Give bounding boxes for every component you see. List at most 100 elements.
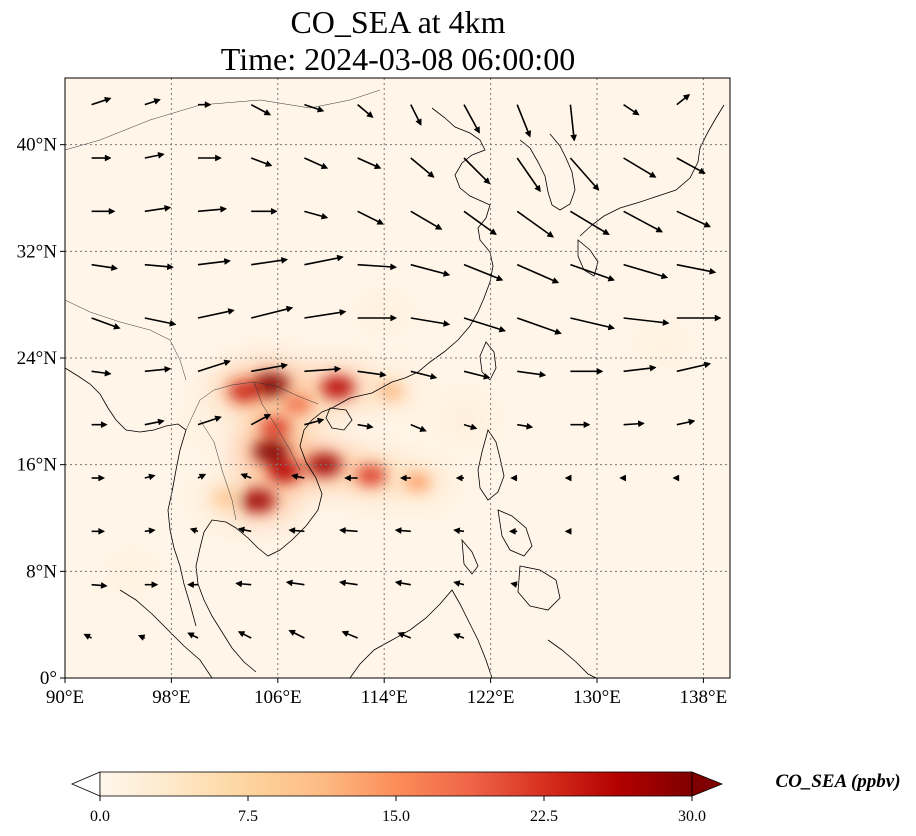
wind-arrow-shaft	[410, 210, 438, 228]
concentration-hotspot	[320, 376, 355, 399]
wind-arrow-shaft	[463, 104, 478, 129]
wind-arrow-shaft	[251, 259, 282, 266]
wind-arrow-shaft	[569, 157, 596, 187]
concentration-hotspot	[259, 416, 291, 438]
colorbar-gradient	[99, 771, 693, 797]
wind-arrow-shaft	[516, 263, 554, 282]
wind-arrow-shaft	[144, 100, 155, 106]
wind-arrow-head	[607, 274, 616, 282]
wind-arrow-shaft	[570, 317, 609, 328]
colorbar: 0.0 7.5 15.0 22.5 30.0 CO_SEA (ppbv)	[70, 771, 901, 825]
wind-arrow-shaft	[357, 263, 391, 268]
wind-arrow-head	[596, 367, 604, 375]
concentration-hotspot	[307, 453, 342, 477]
wind-arrow-head	[108, 207, 116, 215]
wind-arrow-head	[148, 473, 156, 481]
wind-arrow-shaft	[463, 157, 487, 181]
wind-arrow-head	[394, 579, 402, 587]
wind-arrow-head	[592, 183, 600, 191]
coastline-bengal	[65, 367, 187, 433]
wind-arrow-shaft	[676, 421, 690, 426]
wind-arrow-shaft	[459, 582, 465, 586]
wind-arrow-shaft	[403, 634, 412, 639]
coastline-sumatra	[119, 589, 213, 678]
wind-arrow-head	[366, 111, 374, 119]
wind-arrow-shaft	[357, 423, 368, 428]
wind-arrow-head	[237, 631, 246, 638]
coastline-myanmar	[167, 429, 197, 627]
wind-arrow-head	[220, 205, 228, 213]
lat-tick-label: 24°N	[17, 348, 58, 369]
wind-arrow-head	[280, 256, 289, 264]
coastline-hainan	[325, 407, 353, 431]
wind-arrow-shaft	[251, 308, 288, 319]
longitude-ticks: 90°E 98°E 106°E 114°E 122°E 130°E 138°E	[46, 678, 727, 708]
wind-arrow-shaft	[144, 476, 150, 479]
wind-arrow-head	[583, 421, 591, 429]
wind-arrow-shaft	[294, 529, 305, 533]
wind-arrow-head	[602, 228, 610, 236]
wind-arrow-shaft	[357, 157, 376, 167]
wind-arrow-shaft	[144, 263, 168, 268]
wind-arrow-head	[187, 632, 195, 639]
wind-arrow-shaft	[357, 370, 381, 376]
wind-arrow-head	[164, 204, 172, 212]
wind-arrow-head	[709, 267, 717, 275]
wind-arrow-shaft	[250, 416, 266, 426]
wind-arrow-shaft	[676, 157, 701, 172]
concentration-haze	[358, 295, 410, 327]
wind-arrow-head	[442, 270, 451, 277]
wind-arrow-head	[473, 126, 480, 134]
coastline-borneo	[349, 589, 493, 678]
concentration-haze	[638, 329, 689, 360]
wind-arrow-head	[390, 263, 398, 271]
wind-arrow-shaft	[676, 97, 686, 106]
wind-arrow-head	[148, 527, 156, 535]
wind-arrow-head	[110, 264, 119, 272]
coastline-layer	[65, 104, 725, 678]
wind-arrow-shaft	[463, 317, 501, 330]
figure-title: CO_SEA at 4km	[290, 4, 505, 40]
wind-arrow-shaft	[250, 157, 267, 165]
latitude-ticks: 0° 8°N 16°N 24°N 32°N 40°N	[17, 135, 65, 689]
wind-arrow-head	[338, 579, 347, 587]
wind-arrow-head	[316, 417, 325, 425]
wind-arrow-shaft	[458, 635, 465, 639]
wind-arrow-head	[214, 415, 222, 423]
wind-arrow-head	[290, 473, 299, 480]
coastline-sulawesi	[547, 639, 597, 678]
wind-arrow-shaft	[91, 370, 106, 374]
wind-arrow-head	[399, 474, 407, 482]
wind-arrow-head	[660, 272, 669, 280]
wind-arrow-shaft	[517, 423, 528, 428]
wind-arrow-head	[632, 108, 640, 116]
wind-arrow-head	[153, 98, 161, 105]
wind-arrow-head	[539, 371, 547, 378]
wind-arrow-head	[334, 365, 342, 373]
wind-arrow-head	[285, 305, 294, 313]
wind-arrow-head	[637, 420, 645, 428]
wind-arrow-head	[703, 221, 712, 228]
wind-arrow-shaft	[144, 529, 150, 533]
wind-arrow-head	[100, 582, 108, 589]
coastline-japan	[579, 104, 725, 237]
wind-arrow-shaft	[459, 529, 465, 533]
wind-arrow-shaft	[516, 104, 529, 132]
lon-tick-label: 122°E	[467, 687, 515, 708]
lat-tick-label: 16°N	[17, 455, 58, 476]
wind-arrow-shaft	[293, 632, 305, 639]
lon-tick-label: 106°E	[254, 687, 302, 708]
wind-arrow-shaft	[304, 257, 338, 266]
wind-arrow-head	[264, 160, 273, 167]
wind-arrow-shaft	[516, 157, 538, 188]
colorbar-ticks: 0.0 7.5 15.0 22.5 30.0	[90, 796, 706, 825]
wind-arrow-shaft	[304, 368, 335, 373]
wind-arrow-shaft	[623, 157, 652, 176]
coastline-kyushu	[577, 239, 599, 277]
wind-arrow-head	[237, 526, 245, 534]
wind-arrow-shaft	[410, 370, 432, 378]
wind-arrow-head	[648, 171, 657, 178]
coastline-indochina	[195, 407, 333, 673]
concentration-hotspot	[355, 464, 387, 486]
wind-arrow-head	[204, 101, 212, 109]
